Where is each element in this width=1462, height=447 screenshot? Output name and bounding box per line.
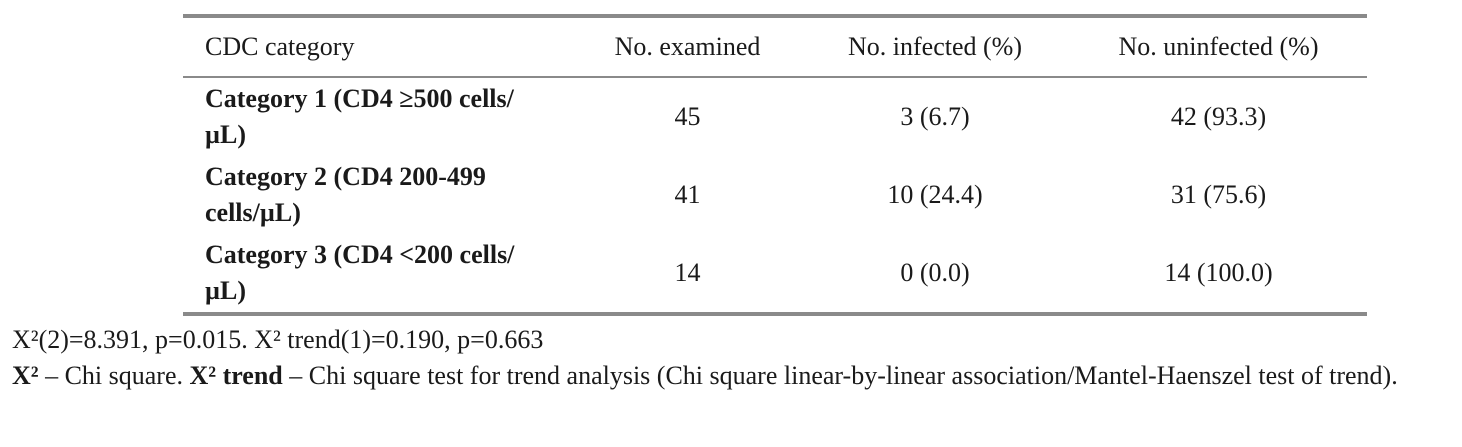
footnote: X²(2)=8.391, p=0.015. X² trend(1)=0.190,… [12, 322, 1452, 358]
footnote: X² – Chi square. X² trend – Chi square t… [12, 358, 1452, 394]
footnote-text: – Chi square test for trend analysis (Ch… [282, 361, 1398, 390]
header-cell: No. uninfected (%) [1118, 32, 1319, 61]
header-cell: No. infected (%) [848, 32, 1022, 61]
header-cell: No. examined [614, 32, 761, 61]
row-label: Category 1 (CD4 ≥500 cells/µL) [205, 84, 514, 149]
table-cell: 0 (0.0) [900, 258, 970, 287]
table-cell: 31 (75.6) [1170, 180, 1267, 209]
table-cell: 45 [674, 102, 701, 131]
table-cell: 14 [674, 258, 701, 287]
table-row: Category 1 (CD4 ≥500 cells/µL) 45 3 (6.7) 4… [183, 77, 1367, 156]
footnote-text: X²(2)=8.391, p=0.015. X² trend(1)=0.190,… [12, 325, 544, 354]
table-row: Category 3 (CD4 <200 cells/µL) 14 0 (0.0) 1… [183, 234, 1367, 314]
header-row: CDC category No. examined No. infected (… [183, 16, 1367, 77]
footnote-text: X² trend [189, 361, 283, 390]
row-label: Category 3 (CD4 <200 cells/µL) [205, 240, 515, 305]
table-body: Category 1 (CD4 ≥500 cells/µL) 45 3 (6.7) 4… [183, 77, 1367, 314]
footnote-text: X² [12, 361, 39, 390]
table-cell: 10 (24.4) [887, 180, 983, 209]
header-cell: CDC category [205, 32, 355, 61]
footnotes: X²(2)=8.391, p=0.015. X² trend(1)=0.190,… [12, 322, 1452, 394]
row-label: Category 2 (CD4 200-499 cells/µL) [205, 162, 486, 227]
table-cell: 14 (100.0) [1164, 258, 1273, 287]
table-row: Category 2 (CD4 200-499 cells/µL) 41 10 (2… [183, 156, 1367, 234]
table-cell: 42 (93.3) [1170, 102, 1267, 131]
table-cell: 41 [674, 180, 701, 209]
footnote-text: – Chi square. [38, 361, 190, 390]
data-table: CDC category No. examined No. infected (… [183, 14, 1367, 316]
table-cell: 3 (6.7) [900, 102, 970, 131]
